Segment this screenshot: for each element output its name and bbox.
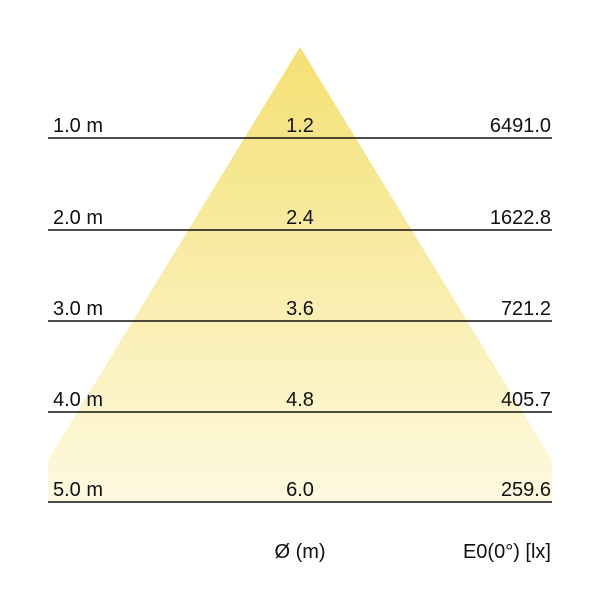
diameter-axis-label: Ø (m): [274, 541, 326, 563]
diameter-value: 3.6: [286, 298, 314, 320]
diameter-value: 1.2: [286, 115, 314, 137]
distance-label: 4.0 m: [53, 389, 104, 411]
distance-label: 1.0 m: [53, 115, 104, 137]
diameter-value: 2.4: [286, 207, 314, 229]
diameter-value: 4.8: [286, 389, 314, 411]
illuminance-value: 405.7: [500, 389, 551, 411]
distance-label: 5.0 m: [53, 479, 104, 501]
distance-label: 2.0 m: [53, 207, 104, 229]
illuminance-value: 6491.0: [489, 115, 551, 137]
illuminance-value: 721.2: [500, 298, 551, 320]
diameter-value: 6.0: [286, 479, 314, 501]
illuminance-axis-label: E0(0°) [lx]: [462, 541, 551, 563]
light-cone: [48, 47, 552, 502]
distance-label: 3.0 m: [53, 298, 104, 320]
illuminance-value: 1622.8: [489, 207, 551, 229]
illuminance-value: 259.6: [500, 479, 551, 501]
